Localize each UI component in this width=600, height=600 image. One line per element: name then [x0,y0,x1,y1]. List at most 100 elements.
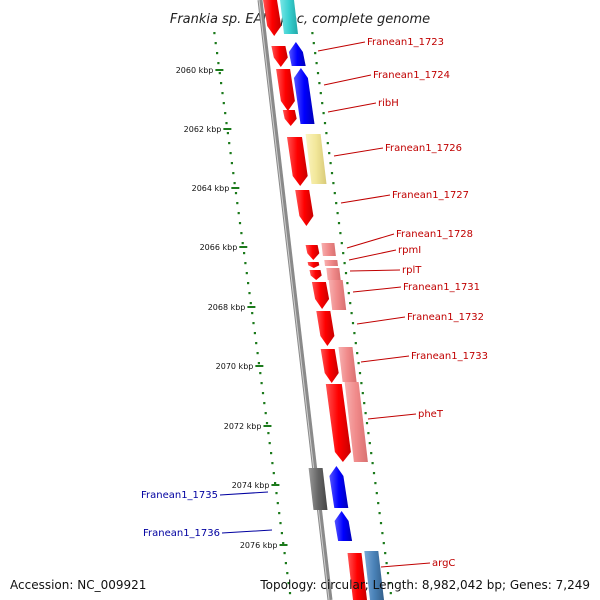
tick-label: 2072 kbp [224,422,262,431]
ruler-dot [270,452,273,455]
ruler-dot [256,352,259,355]
map-title: Frankia sp. EAN1pec, complete genome [170,12,430,27]
gene-label[interactable]: pheT [418,409,444,420]
ruler-dot [312,42,315,45]
ruler-dot [278,512,281,515]
gene-label[interactable]: Franean1_1735 [141,490,218,501]
ruler-dot [264,412,267,415]
ruler-dot [288,592,292,595]
label-leader-line [367,413,417,420]
gene-feature [321,243,336,256]
ruler-dot [259,372,262,375]
label-leader-line [346,233,395,249]
ruler-dot [350,312,353,315]
gene-label[interactable]: Franean1_1724 [373,70,450,81]
gene-label[interactable]: rplT [402,265,422,276]
ruler-dot [316,72,320,75]
ruler-dot [326,142,329,145]
ruler-dot [234,192,238,195]
ruler-dot [263,402,266,405]
ruler-dot [249,302,252,305]
ruler-dot [356,352,359,355]
accession-text: Accession: NC_009921 [10,578,147,592]
gene-label[interactable]: rpmI [398,245,421,256]
gene-label[interactable]: Franean1_1733 [411,351,488,362]
label-leader-line [317,41,366,52]
tick-label: 2074 kbp [232,481,270,490]
gene-feature [338,347,357,382]
label-leader-line [219,491,269,496]
genome-summary-text: Topology: circular; Length: 8,982,042 bp… [260,578,590,592]
gene-label[interactable]: Franean1_1728 [396,229,473,240]
ruler-dot [319,92,322,95]
tick-label: 2062 kbp [184,125,222,134]
gene-label[interactable]: Franean1_1732 [407,312,484,323]
label-leader-line [360,355,410,363]
ruler-dot [375,492,378,495]
tick-label: 2068 kbp [208,303,246,312]
ruler-dot [232,172,235,175]
label-leader-line [327,102,377,113]
gene-feature [305,245,320,260]
label-leader-line [356,316,406,325]
ruler-dot [213,32,216,35]
ruler-dot [257,362,260,365]
ruler-dot [311,32,314,35]
ruler-dot [368,442,371,445]
ruler-dot [274,482,277,485]
tick-label: 2066 kbp [200,243,238,252]
ruler-dot [233,182,236,185]
ruler-dot [260,382,263,385]
ruler-dot [248,292,251,295]
ruler-dot [358,372,362,375]
ruler-dot [342,252,345,255]
ruler-dot [378,512,381,515]
ruler-dot [367,432,370,435]
ruler-dot [284,562,287,565]
ruler-dot [339,232,342,235]
ruler-dot [328,152,331,155]
ruler-dot [241,242,244,245]
ruler-dot [370,452,373,455]
ruler-dot [384,552,387,555]
label-leader-line [340,194,391,204]
gene-label[interactable]: argC [432,558,455,569]
ruler-dot [236,202,239,205]
gene-label[interactable]: Franean1_1727 [392,190,469,201]
gene-feature [329,466,349,508]
ruler-dot [343,262,346,265]
ruler-dot [251,312,254,315]
ruler-dot [247,282,250,285]
ruler-dot [238,222,242,225]
ruler-dot [286,572,289,575]
ruler-dot [226,132,229,135]
ruler-dot [332,182,335,185]
ruler-dot [379,522,383,525]
ruler-dot [216,52,219,55]
gene-label[interactable]: Franean1_1731 [403,282,480,293]
tick-label: 2060 kbp [176,66,214,75]
gene-feature [287,137,308,186]
ruler-dot [214,42,217,45]
ruler-dot [388,582,391,585]
gene-label[interactable]: Franean1_1723 [367,37,444,48]
gene-label[interactable]: Franean1_1736 [143,528,220,539]
ruler-dot [377,502,380,505]
ruler-dot [245,272,248,275]
ruler-dot [314,52,317,55]
gene-label[interactable]: Franean1_1726 [385,143,462,154]
tick-label: 2076 kbp [240,541,278,550]
ruler-dot [336,212,339,215]
ruler-dot [323,122,327,125]
ruler-dot [237,212,240,215]
ruler-dot [244,262,247,265]
ruler-dot [253,332,256,335]
ruler-dot [322,112,325,115]
ruler-dot [364,412,367,415]
label-leader-line [380,562,431,568]
gene-feature [328,280,347,310]
ruler-dot [360,382,363,385]
gene-label[interactable]: ribH [378,98,399,109]
label-leader-line [333,147,384,157]
ruler-dot [333,192,336,195]
